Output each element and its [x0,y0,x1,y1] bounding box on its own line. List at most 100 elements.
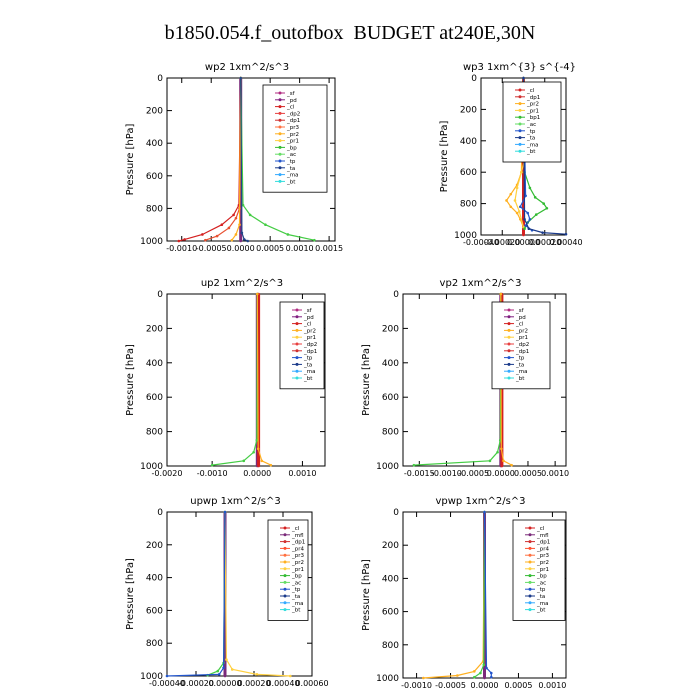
legend-marker [283,567,287,571]
legend-label: _ma [526,142,538,148]
y-tick-label: 800 [382,641,399,651]
legend-label: _pd [515,315,526,321]
legend-marker [278,152,282,156]
y-tick-label: 1000 [376,462,399,472]
legend-marker [295,376,299,380]
legend-marker [278,105,282,109]
series-point [542,202,545,205]
legend-label: _pd [286,98,297,104]
legend-label: _pr1 [515,335,528,341]
y-tick-label: 600 [382,608,399,618]
x-tick-label: -0.0005 [458,469,489,478]
legend-label: _cl [526,88,535,94]
series-line [207,511,226,676]
chart-panel-6: vpwp 1xm^2/s^3 Pressure [hPa] 0 200 400 600 80… [361,496,567,690]
series-point [264,223,267,226]
legend-marker [507,349,511,353]
series-line [423,511,486,679]
series-line [178,77,242,242]
y-tick-label: 600 [146,172,163,182]
series-point [505,199,508,202]
series-point [489,675,493,679]
y-tick-label: 200 [146,324,163,334]
legend-marker [518,108,522,112]
series-line [231,77,242,241]
legend-marker [283,540,287,544]
legend-marker [507,328,511,332]
series-point [528,218,532,221]
x-tick-label: -0.0010 [401,681,432,690]
legend-marker [518,95,522,99]
legend-label: _pd [303,315,314,321]
legend-label: _dp2 [286,111,300,117]
legend-label: _pr3 [291,553,305,559]
legend-label: _bt [536,608,546,614]
series-point [520,170,523,174]
legend-marker [295,356,299,360]
series-point [230,668,234,671]
legend-label: _ta [291,594,300,600]
legend-marker [295,349,299,353]
panel-title: wp3 1xm^{3} s^{-4} [463,62,576,73]
legend-marker [528,608,532,612]
y-tick-label: 600 [460,168,477,178]
x-tick-label: 0.0010 [541,469,569,478]
y-tick-label: 0 [157,74,163,84]
legend-label: _pr4 [291,546,305,552]
legend: _cl_mfl_dp1_pr4_pr3_pr2_pr1_bp_ac_tp_ta_… [512,519,566,621]
legend-label: _pr1 [526,108,539,114]
legend-label: _bp [291,574,302,580]
legend: _cl_mfl_dp1_pr4_pr3_pr2_pr1_bp_ac_tp_ta_… [267,519,309,621]
plot-frame [402,293,567,467]
x-tick-label: -0.0010 [197,469,228,478]
x-tick-label: 0.00060 [295,679,328,688]
y-tick-label: 800 [146,204,163,214]
series-point [215,234,219,238]
legend: _cl_dp1_pr2_pr1_bp1_ac_tp_ta_ma_bt [502,81,562,163]
series-point [217,673,221,676]
y-axis-label: Pressure [hPa] [361,344,372,416]
legend-label: _bp [286,145,297,151]
legend-label: _pr2 [286,132,299,138]
legend-label: _dp1 [526,95,540,101]
y-axis-label: Pressure [hPa] [361,559,372,631]
y-tick-label: 800 [460,200,477,210]
series-point [517,210,521,213]
x-tick-label: -0.0010 [431,469,462,478]
x-tick-label: 0.0010 [286,244,314,253]
legend-label: _sf [286,91,296,97]
x-tick-label: -0.0015 [404,469,435,478]
legend-label: _cl [536,526,545,532]
legend-label: _pr2 [291,560,304,566]
legend-label: _bt [291,608,301,614]
series-point [515,211,519,215]
legend-marker [278,98,282,102]
series-point [510,463,513,467]
series-point [210,463,214,467]
x-tick-label: 0.0010 [288,469,316,478]
x-tick-label: 0.0005 [514,469,542,478]
legend-marker [278,125,282,129]
series-point [255,673,259,676]
legend-marker [518,115,522,119]
series-point [485,666,488,670]
series-point [564,232,568,236]
series-point [422,676,425,680]
y-tick-label: 200 [146,107,163,117]
legend-label: _ta [303,362,312,368]
legend-label: _ac [286,152,296,158]
legend-marker [528,601,532,605]
legend-marker [518,122,522,126]
series-point [260,459,264,463]
series-point [255,292,259,296]
legend-label: _pr1 [536,567,549,573]
legend-label: _ta [515,362,524,368]
x-tick-label: -0.00020 [484,238,520,247]
x-tick-label: 0.0000 [243,469,271,478]
y-tick-label: 400 [382,574,399,584]
legend-marker [278,132,282,136]
legend-marker [518,142,522,146]
y-tick-label: 0 [157,290,163,300]
legend-label: _ma [303,369,315,375]
legend-label: _ta [286,166,295,172]
